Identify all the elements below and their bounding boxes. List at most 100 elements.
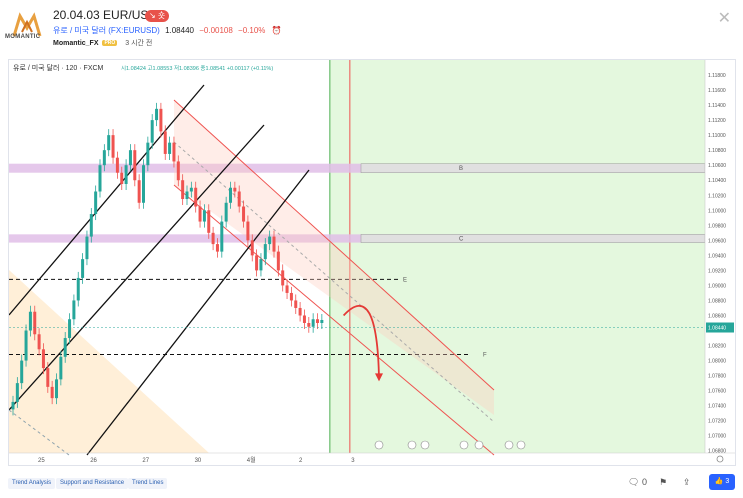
candle-body: [155, 108, 159, 121]
symbol-link[interactable]: 유로 / 미국 달러 (FX:EURUSD): [53, 26, 160, 35]
candle-body: [20, 360, 24, 384]
descending-channel-fill: [174, 100, 494, 415]
projection-arrowhead: [375, 373, 383, 382]
y-tick-label: 1.09600: [708, 238, 726, 244]
y-tick-label: 1.11000: [708, 133, 726, 139]
candle-body: [89, 214, 93, 237]
candle-body: [94, 191, 98, 215]
y-tick-label: 1.07200: [708, 419, 726, 425]
candle-body: [211, 232, 215, 245]
candle-body: [320, 319, 324, 324]
candle-body: [150, 120, 154, 143]
ohlc-readout: 시1.08424 고1.08553 저1.08396 종1.08541 +0.0…: [121, 64, 273, 72]
candle-body: [207, 210, 211, 233]
candle-body: [185, 191, 189, 200]
y-tick-label: 1.10000: [708, 208, 726, 214]
economic-event-icon[interactable]: [474, 440, 484, 450]
y-tick-label: 1.09800: [708, 223, 726, 229]
alert-icon[interactable]: ⏰: [271, 26, 282, 35]
candle-body: [98, 165, 102, 192]
candle-body: [302, 315, 306, 324]
candle-body: [124, 165, 128, 184]
economic-event-icon[interactable]: [407, 440, 417, 450]
candle-body: [194, 187, 198, 207]
candle-body: [259, 259, 263, 271]
candle-body: [76, 277, 80, 301]
share-icon[interactable]: ⇪: [683, 477, 691, 487]
candle-body: [50, 386, 54, 399]
dashed-guide-line: [8, 409, 70, 456]
idea-footer: Trend Analysis Support and Resistance Tr…: [0, 472, 743, 494]
y-tick-label: 1.08200: [708, 344, 726, 350]
current-price-tag: 1.08440: [708, 326, 726, 332]
candle-body: [233, 187, 237, 192]
candle-body: [189, 187, 193, 192]
candle-body: [137, 180, 141, 203]
chart-settings-gear-icon[interactable]: [716, 455, 724, 463]
candle-body: [316, 319, 319, 324]
flag-icon[interactable]: ⚑: [659, 477, 668, 487]
ascending-trendline-1: [8, 84, 205, 316]
candle-body: [163, 131, 167, 154]
post-time: 3 시간 전: [125, 40, 153, 47]
candle-body: [220, 221, 224, 252]
symbol-change: −0.00108: [199, 26, 233, 35]
candle-body: [307, 323, 311, 327]
candle-body: [55, 379, 58, 399]
candle-body: [246, 221, 250, 241]
candle-body: [107, 135, 111, 151]
candle-body: [133, 150, 137, 181]
candle-body: [237, 191, 241, 207]
economic-event-icon[interactable]: [516, 440, 526, 450]
price-chart[interactable]: B C E F 1.11800 1.11600 1.11400 1.11200 1.11000 1…: [8, 60, 735, 465]
economic-event-icon[interactable]: [504, 440, 514, 450]
short-badge: ↘ 숏: [145, 10, 170, 22]
level-label-E: E: [403, 277, 407, 283]
close-icon[interactable]: ✕: [717, 10, 731, 27]
y-tick-label: 1.08800: [708, 298, 726, 304]
candle-body: [128, 150, 132, 166]
candle-body: [15, 383, 19, 402]
symbol-change-pct: −0.10%: [238, 26, 266, 35]
tag-trend-analysis[interactable]: Trend Analysis: [8, 478, 56, 489]
channel-mid-line: [173, 141, 495, 423]
candle-body: [255, 255, 259, 271]
tag-trend-lines[interactable]: Trend Lines: [128, 478, 168, 489]
candle-body: [298, 307, 302, 316]
candle-body: [24, 330, 28, 361]
like-button[interactable]: 👍 3: [709, 474, 735, 490]
zone-C-pink: [9, 234, 361, 243]
zone-B-pink: [9, 163, 361, 173]
current-price-tag-bg: [706, 322, 734, 333]
candle-body: [46, 368, 50, 387]
projection-arrow: [342, 304, 380, 380]
ascending-trendline-3: [86, 169, 310, 456]
candle-body: [85, 236, 89, 260]
candle-body: [294, 300, 298, 308]
x-tick-label: 25: [38, 458, 45, 464]
economic-event-icon[interactable]: [420, 440, 430, 450]
candle-body: [202, 210, 206, 222]
chart-container[interactable]: B C E F 1.11800 1.11600 1.11400 1.11200 1.11000 1…: [8, 59, 736, 466]
x-tick-label: 4월: [247, 456, 256, 464]
economic-event-icon[interactable]: [459, 440, 469, 450]
economic-event-icon[interactable]: [374, 440, 384, 450]
candle-body: [285, 285, 289, 293]
comment-icon[interactable]: 🗨 0: [628, 477, 647, 487]
candle-body: [33, 311, 37, 335]
y-tick-label: 1.11200: [708, 118, 726, 124]
y-tick-label: 1.08000: [708, 359, 726, 365]
comment-count: 0: [641, 477, 647, 487]
x-tick-label: 2: [299, 458, 303, 464]
tag-support-resistance[interactable]: Support and Resistance: [56, 478, 129, 489]
y-tick-label: 1.08600: [708, 313, 726, 319]
level-label-F: F: [483, 353, 487, 359]
candle-body: [37, 334, 41, 350]
candle-body: [276, 251, 280, 271]
y-tick-label: 1.09400: [708, 253, 726, 259]
idea-header: MOMANTIC 20.04.03 EUR/USD ↘ 숏 유로 / 미국 달러…: [0, 0, 743, 58]
y-tick-label: 1.09200: [708, 268, 726, 274]
zone-label-B: B: [459, 166, 463, 172]
y-tick-label: 1.07800: [708, 374, 726, 380]
author-name[interactable]: Momantic_FX: [53, 40, 99, 47]
